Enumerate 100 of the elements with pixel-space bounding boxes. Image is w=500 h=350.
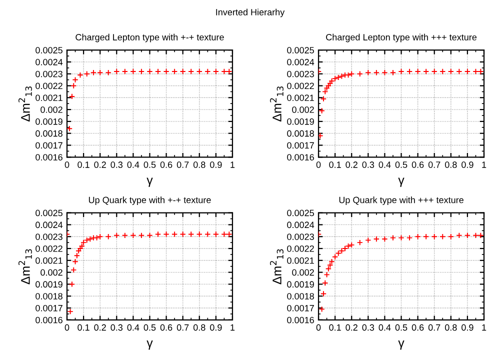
y-tick-label: 0.0017	[36, 304, 62, 312]
x-tick-label: 0.3	[110, 324, 123, 331]
point	[67, 308, 74, 315]
point	[390, 234, 396, 241]
y-tick-label: 0.0022	[36, 245, 62, 252]
x-tick-label: 0.2	[346, 162, 358, 168]
point	[456, 68, 462, 75]
point	[72, 76, 78, 83]
point	[146, 232, 153, 239]
y-tick-label: 0.0023	[36, 70, 62, 78]
point	[84, 237, 90, 244]
chart-title: Charged Lepton type with +++ texture	[326, 34, 477, 42]
point	[221, 231, 228, 238]
point	[464, 232, 471, 239]
point	[97, 234, 104, 240]
point	[196, 231, 202, 238]
y-axis-title: Δm$^{2}$$_{13}$	[18, 249, 32, 284]
point	[320, 96, 327, 102]
y-tick-label: 0.0017	[287, 304, 314, 312]
point	[348, 70, 355, 77]
x-tick-label: 0.2	[94, 324, 106, 331]
point	[356, 239, 363, 246]
x-tick-label: 0	[64, 324, 70, 331]
y-tick-label: 0.0019	[287, 281, 314, 288]
y-tick-label: 0.0016	[36, 154, 62, 160]
x-tick-label: 0.6	[160, 324, 172, 331]
point	[90, 234, 97, 241]
point	[94, 234, 100, 241]
x-axis-title: γ	[398, 340, 404, 350]
point	[478, 232, 484, 239]
point	[67, 125, 73, 132]
y-tick-label: 0.0021	[287, 257, 314, 264]
x-tick-label: 0.4	[378, 324, 391, 331]
x-tick-label: 0.4	[127, 162, 140, 168]
point	[423, 68, 430, 75]
x-tick-label: 1	[482, 324, 486, 331]
text: Inverted Hierarhy	[216, 8, 285, 18]
x-tick-label: 0.4	[127, 324, 140, 331]
y-tick-label: 0.0021	[36, 257, 62, 264]
y-tick-label: 0.0021	[36, 94, 62, 102]
point	[212, 68, 220, 75]
point	[398, 234, 404, 241]
point	[318, 306, 325, 312]
x-tick-label: 0	[64, 162, 70, 168]
point	[335, 250, 342, 256]
y-tick-label: 0.0019	[36, 281, 62, 288]
x-tick-label: 0.7	[428, 162, 440, 168]
point	[105, 234, 112, 240]
x-tick-label: 0.9	[210, 162, 222, 168]
x-tick-label: 0.9	[462, 162, 474, 168]
point	[348, 242, 355, 248]
y-axis-title: Δm$^{2}$$_{13}$	[18, 86, 32, 122]
y-tick-label: 0.0018	[287, 130, 314, 137]
x-axis-title: γ	[146, 178, 153, 187]
y-tick-label: 0.0024	[287, 222, 314, 228]
x-tick-label: 0.1	[329, 324, 341, 331]
point	[440, 234, 446, 240]
x-tick-label: 0.8	[193, 162, 206, 168]
point	[163, 68, 170, 75]
point	[318, 132, 324, 139]
x-tick-label: 0.6	[160, 162, 172, 168]
y-tick-label: 0.0019	[287, 118, 314, 125]
x-tick-label: 0.1	[78, 324, 90, 331]
point	[325, 266, 332, 272]
y-tick-label: 0.0024	[36, 222, 63, 228]
point	[70, 266, 77, 274]
point	[68, 281, 76, 288]
x-tick-label: 0.3	[362, 324, 374, 331]
point	[221, 68, 228, 75]
y-tick-label: 0.002	[292, 269, 314, 276]
point	[122, 232, 128, 239]
point	[87, 236, 94, 242]
point	[365, 70, 372, 76]
point	[478, 68, 484, 75]
point	[414, 68, 421, 75]
x-tick-label: 0.4	[378, 162, 391, 168]
point	[322, 88, 328, 95]
y-tick-label: 0.0023	[287, 70, 314, 78]
y-tick-label: 0.0024	[36, 58, 63, 66]
point	[171, 231, 178, 238]
point	[138, 232, 145, 239]
y-tick-label: 0.0022	[287, 82, 314, 90]
point	[130, 232, 136, 239]
point	[448, 234, 454, 240]
point	[196, 68, 202, 75]
x-tick-label: 0.9	[462, 324, 474, 331]
point	[77, 72, 84, 78]
point	[456, 232, 462, 239]
y-tick-label: 0.0016	[36, 316, 62, 324]
x-tick-label: 0.3	[110, 162, 123, 168]
chart-title: Up Quark type with +++ texture	[339, 196, 464, 205]
point	[180, 68, 186, 75]
x-tick-label: 0.1	[78, 162, 90, 168]
x-tick-label: 0.5	[395, 324, 408, 331]
point	[440, 68, 446, 75]
point	[431, 68, 438, 75]
point	[345, 243, 352, 250]
point	[68, 93, 76, 100]
y-tick-label: 0.0016	[287, 316, 314, 324]
point	[382, 236, 388, 242]
